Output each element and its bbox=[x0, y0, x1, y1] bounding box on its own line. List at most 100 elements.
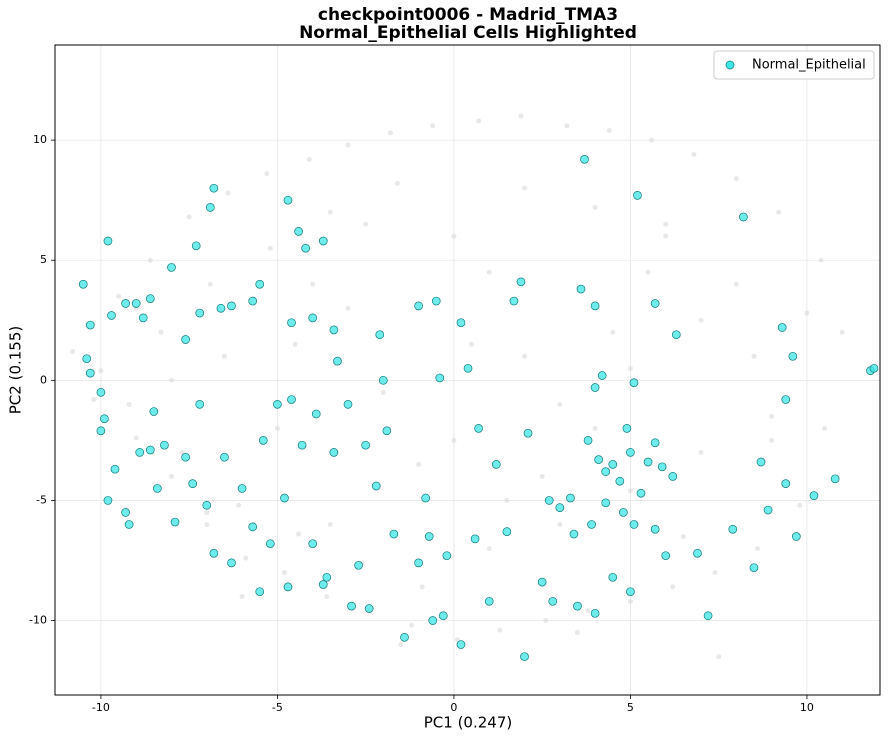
highlight-point bbox=[308, 539, 318, 549]
background-point bbox=[839, 329, 845, 335]
background-point bbox=[557, 401, 563, 407]
highlight-point bbox=[85, 368, 95, 378]
highlight-point bbox=[375, 330, 385, 340]
highlight-point bbox=[195, 308, 205, 318]
background-point bbox=[670, 584, 676, 590]
highlight-point bbox=[107, 311, 116, 320]
highlight-point bbox=[283, 195, 293, 205]
highlight-point bbox=[103, 496, 113, 505]
highlight-point bbox=[191, 241, 201, 251]
highlight-point bbox=[121, 508, 130, 517]
background-point bbox=[451, 437, 457, 443]
highlight-point bbox=[650, 524, 660, 534]
background-point bbox=[281, 569, 287, 575]
highlight-point bbox=[220, 452, 229, 462]
highlight-point bbox=[318, 236, 328, 246]
highlight-point bbox=[209, 548, 219, 558]
highlight-point bbox=[110, 464, 120, 474]
highlight-point bbox=[703, 611, 713, 621]
highlight-point bbox=[382, 426, 392, 436]
background-point bbox=[133, 435, 139, 441]
highlight-point bbox=[629, 520, 639, 529]
background-point bbox=[91, 397, 97, 403]
highlight-point bbox=[456, 318, 466, 328]
highlight-point bbox=[195, 399, 205, 409]
background-point bbox=[264, 171, 270, 177]
background-point bbox=[557, 521, 563, 527]
highlight-point bbox=[583, 436, 593, 445]
background-point bbox=[239, 594, 245, 600]
highlight-point bbox=[590, 608, 600, 618]
highlight-point bbox=[400, 633, 409, 642]
highlight-point bbox=[608, 572, 618, 582]
highlight-point bbox=[763, 505, 773, 515]
highlight-point bbox=[237, 484, 247, 493]
highlight-point bbox=[121, 299, 130, 308]
highlight-point bbox=[421, 493, 431, 503]
highlight-point bbox=[626, 448, 635, 457]
background-point bbox=[380, 389, 386, 395]
x-tick-label: 10 bbox=[800, 701, 814, 714]
highlight-point bbox=[287, 318, 296, 328]
highlight-point bbox=[668, 472, 678, 481]
highlight-point bbox=[516, 277, 526, 287]
highlight-point bbox=[650, 299, 660, 308]
highlight-point bbox=[573, 601, 582, 611]
y-tick-label: 10 bbox=[33, 133, 47, 146]
highlight-point bbox=[463, 363, 473, 373]
plot-frame bbox=[54, 44, 881, 696]
highlight-point bbox=[728, 524, 738, 534]
highlight-point bbox=[470, 534, 480, 544]
background-point bbox=[327, 209, 333, 215]
highlight-point bbox=[318, 580, 328, 589]
background-point bbox=[310, 281, 316, 287]
background-point bbox=[274, 425, 280, 431]
background-point bbox=[518, 113, 524, 119]
highlight-point bbox=[103, 236, 113, 246]
highlight-point bbox=[181, 452, 190, 462]
chart-title: checkpoint0006 - Madrid_TMA3 bbox=[318, 5, 618, 25]
background-point bbox=[539, 473, 545, 479]
highlight-point bbox=[548, 596, 558, 606]
highlight-point bbox=[354, 560, 363, 570]
highlight-point bbox=[167, 263, 176, 272]
highlight-point bbox=[297, 440, 307, 450]
background-point bbox=[564, 123, 570, 129]
highlight-point bbox=[442, 551, 452, 561]
highlight-point bbox=[100, 414, 109, 424]
highlight-point bbox=[657, 462, 667, 472]
background-point bbox=[416, 461, 422, 467]
highlight-point bbox=[82, 354, 92, 364]
background-point bbox=[645, 269, 651, 275]
background-point bbox=[822, 425, 828, 431]
highlight-point bbox=[544, 496, 554, 505]
highlight-point bbox=[523, 428, 533, 438]
background-point bbox=[606, 128, 612, 134]
highlight-point bbox=[227, 558, 236, 568]
highlight-point bbox=[622, 424, 632, 433]
legend: Normal_Epithelial bbox=[713, 50, 875, 80]
background-point bbox=[797, 502, 803, 508]
background-point bbox=[267, 245, 273, 251]
highlight-point bbox=[265, 539, 275, 549]
highlight-point bbox=[389, 529, 399, 539]
highlight-point bbox=[756, 457, 766, 467]
background-point bbox=[168, 377, 174, 383]
background-point bbox=[419, 584, 425, 590]
highlight-point bbox=[78, 279, 88, 289]
background-point bbox=[221, 353, 227, 359]
background-point bbox=[504, 497, 510, 503]
highlight-point bbox=[636, 488, 646, 498]
highlight-point bbox=[216, 303, 226, 313]
highlight-point bbox=[791, 532, 801, 541]
highlight-point bbox=[258, 436, 268, 445]
x-tick-label: 5 bbox=[627, 701, 634, 714]
highlight-point bbox=[580, 154, 589, 164]
background-point bbox=[324, 594, 330, 600]
background-point bbox=[398, 642, 404, 648]
highlight-point bbox=[869, 363, 879, 373]
background-point bbox=[769, 437, 775, 443]
background-point bbox=[430, 123, 436, 129]
highlight-point bbox=[749, 563, 759, 573]
